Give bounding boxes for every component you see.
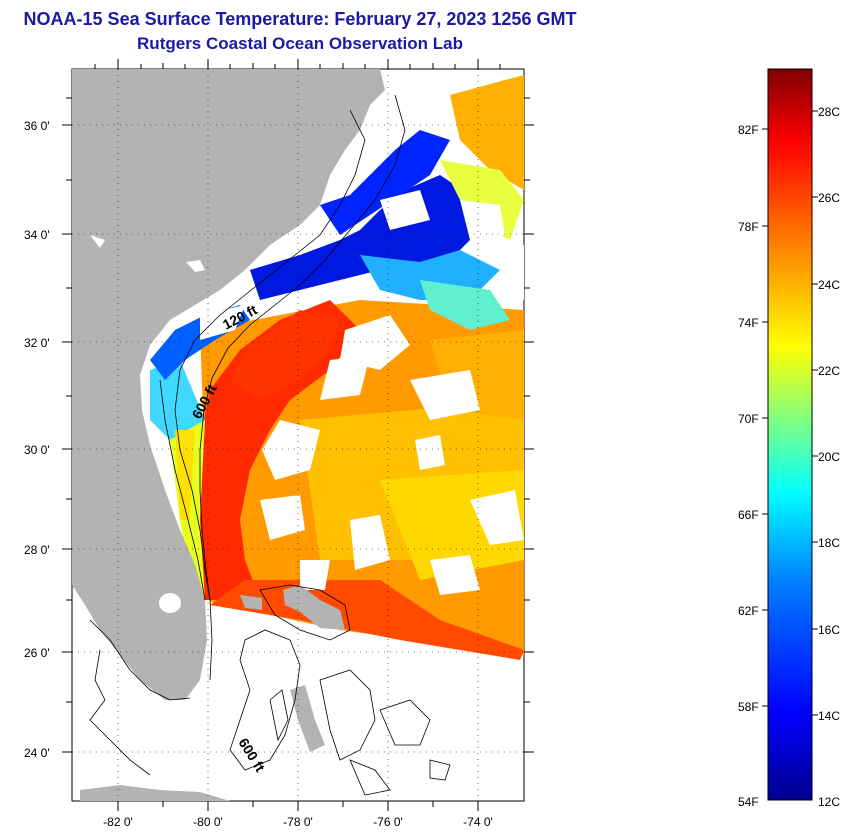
colorbar-c-label: 28C [818, 105, 840, 119]
lat-label: 26 0' [24, 646, 50, 660]
colorbar-c-label: 16C [818, 623, 840, 637]
lat-label: 28 0' [24, 543, 50, 557]
map-title: NOAA-15 Sea Surface Temperature: Februar… [23, 9, 577, 29]
colorbar-c-label: 22C [818, 364, 840, 378]
colorbar-f-label: 74F [738, 316, 759, 330]
colorbar-f-label: 82F [738, 123, 759, 137]
colorbar-f-label: 78F [738, 220, 759, 234]
colorbar-c-label: 24C [818, 278, 840, 292]
lat-label: 30 0' [24, 443, 50, 457]
colorbar-f-label: 54F [738, 795, 759, 809]
colorbar-gradient [767, 68, 813, 801]
colorbar-c-label: 26C [818, 191, 840, 205]
lat-label: 24 0' [24, 746, 50, 760]
colorbar-c-label: 12C [818, 795, 840, 809]
lon-label: -78 0' [283, 815, 313, 829]
lat-label: 32 0' [24, 336, 50, 350]
lon-label: -82 0' [103, 815, 133, 829]
map-subtitle: Rutgers Coastal Ocean Observation Lab [137, 34, 463, 53]
colorbar-f-label: 66F [738, 508, 759, 522]
colorbar-f-label: 70F [738, 412, 759, 426]
isobath-contours [89, 94, 451, 796]
graticule [72, 69, 524, 801]
longitude-labels: -82 0' -80 0' -78 0' -76 0' -74 0' [103, 815, 493, 829]
lon-label: -76 0' [373, 815, 403, 829]
colorbar-f-label: 58F [738, 700, 759, 714]
lon-label: -80 0' [193, 815, 223, 829]
lat-label: 34 0' [24, 228, 50, 242]
axis-ticks [62, 59, 534, 811]
colorbar-f-label: 62F [738, 604, 759, 618]
colorbar-c-label: 18C [818, 536, 840, 550]
land-mask [72, 69, 385, 801]
latitude-labels: 36 0' 34 0' 32 0' 30 0' 28 0' 26 0' 24 0… [24, 119, 50, 760]
colorbar-c-label: 14C [818, 709, 840, 723]
lake-okeechobee [159, 593, 181, 613]
colorbar-c-label: 20C [818, 450, 840, 464]
lon-label: -74 0' [463, 815, 493, 829]
lat-label: 36 0' [24, 119, 50, 133]
colorbar: 82F 78F 74F 70F 66F 62F 58F 54F 28C 26C … [738, 68, 840, 809]
